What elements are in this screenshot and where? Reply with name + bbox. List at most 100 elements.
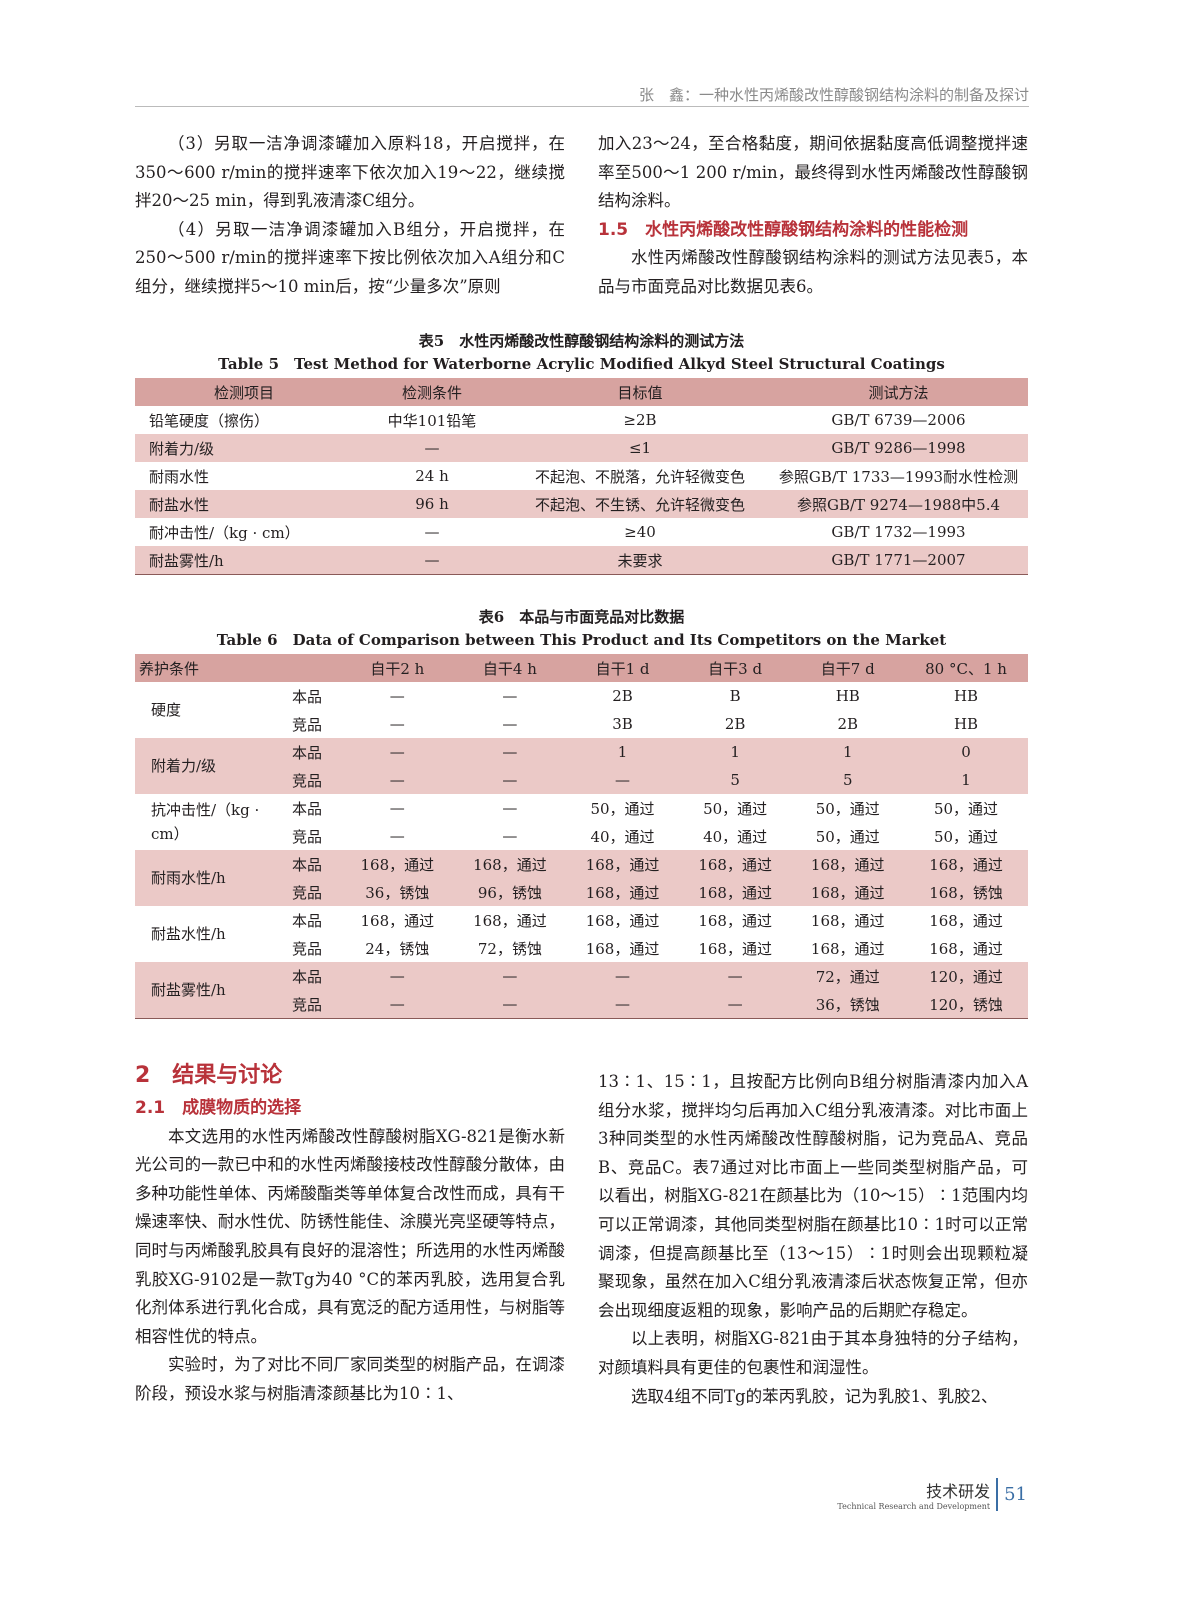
table-cell: GB/T 6739—2006 — [831, 411, 966, 429]
table-cell: 96，锈蚀 — [453, 878, 567, 906]
paragraph: 13∶1、15∶1，且按配方比例向B组分树脂清漆内加入A组分水浆，搅拌均匀后再加… — [598, 1072, 1028, 1320]
table-cell: 耐冲击性/（kg · cm） — [149, 523, 300, 542]
table-cell: — — [341, 962, 454, 990]
table-cell: B — [729, 687, 741, 705]
section-heading-1-5: 1.5 水性丙烯酸改性醇酸钢结构涂料的性能检测 — [598, 219, 969, 240]
paragraph: （3）另取一洁净调漆罐加入原料18，开启搅拌，在350～600 r/min的搅拌… — [135, 134, 565, 211]
table-cell: 0 — [904, 738, 1028, 766]
table-cell: GB/T 9286—1998 — [769, 434, 1028, 462]
table-cell: 168，通过 — [341, 850, 454, 878]
table-cell: 2B — [612, 687, 633, 705]
table-cell: 24，锈蚀 — [365, 939, 430, 958]
table5-caption-cn: 表5 水性丙烯酸改性醇酸钢结构涂料的测试方法 — [418, 332, 745, 350]
table-cell: 未要求 — [511, 546, 769, 575]
table-row: 抗冲击性/（kg · cm） 本品 — — 50，通过 50，通过 50，通过 50，通过 — [135, 794, 1028, 843]
group-label: 附着力/级 — [135, 738, 273, 794]
table-cell: 168，通过 — [929, 939, 1003, 958]
table5-caption-en: Table 5 Test Method for Waterborne Acryl… — [218, 355, 945, 373]
paragraph: 水性丙烯酸改性醇酸钢结构涂料的测试方法见表5，本品与市面竞品对比数据见表6。 — [598, 248, 1028, 296]
paragraph: 加入23～24，至合格黏度，期间依据黏度高低调整搅拌速率至500～1 200 r… — [598, 134, 1028, 211]
table-header-cell — [273, 654, 341, 682]
table-cell: HB — [835, 687, 860, 705]
table-cell: 120，锈蚀 — [904, 990, 1028, 1019]
table-cell: 168，通过 — [360, 911, 435, 930]
page-number: 51 — [1004, 1484, 1027, 1505]
table-cell: — — [502, 687, 518, 705]
left-column-top: （3）另取一洁净调漆罐加入原料18，开启搅拌，在350～600 r/min的搅拌… — [135, 130, 565, 302]
table-cell: — — [566, 990, 679, 1019]
table-cell: — — [341, 990, 454, 1019]
table-cell: GB/T 1771—2007 — [769, 546, 1028, 575]
table-cell: — — [424, 523, 440, 541]
table-cell: 168，通过 — [929, 911, 1003, 930]
group-label: 耐盐雾性/h — [135, 962, 273, 1019]
paragraph: 选取4组不同Tg的苯丙乳胶，记为乳胶1、乳胶2、 — [631, 1386, 998, 1406]
table-cell: 1 — [678, 738, 792, 766]
table-cell: 40，通过 — [590, 827, 655, 846]
table-row: 竞品 — — — —36，锈蚀 120，锈蚀 — [135, 990, 1028, 1019]
table-header-cell: 自干3 d — [678, 654, 792, 682]
table-cell: 不起泡、不脱落，允许轻微变色 — [534, 467, 745, 486]
section-heading-2: 2 结果与讨论 — [135, 1063, 283, 1088]
table-cell: 168，通过 — [810, 939, 885, 958]
table-cell: 本品 — [291, 687, 322, 706]
table-cell: 耐雨水性 — [149, 467, 210, 486]
table-row: 耐盐水性/h 本品 168，通过 168，通过 168，通过 168，通过 168，通过 16… — [135, 906, 1028, 944]
table-cell: 2B — [724, 715, 746, 733]
table-cell: 2B — [837, 715, 859, 733]
table-cell: 24 h — [415, 467, 449, 485]
table-cell: HB — [953, 687, 979, 705]
running-header: 张 鑫：一种水性丙烯酸改性醇酸钢结构涂料的制备及探讨 — [135, 84, 1029, 107]
table-cell: 耐盐雾性/h — [135, 546, 353, 575]
table-cell: 不起泡、不生锈、允许轻微变色 — [511, 490, 769, 518]
table-cell: — — [341, 766, 454, 794]
table-cell: 竞品 — [273, 878, 341, 906]
table-row: 耐盐雾性/h 本品 — — — —72，通过 120，通过 — [135, 962, 1028, 1019]
table-cell: 3B — [612, 715, 633, 733]
table-cell: 铅笔硬度（擦伤） — [149, 411, 270, 430]
table-row: 耐雨水性 24 h 不起泡、不脱落，允许轻微变色 参照GB/T 1733—1993耐水… — [135, 462, 1028, 490]
table-header-cell: 养护条件 — [135, 654, 273, 682]
table-cell: 1 — [566, 738, 679, 766]
table-cell: — — [502, 715, 518, 733]
table-cell: 参照GB/T 9274—1988中5.4 — [769, 490, 1028, 518]
table-row: 竞品 36，锈蚀 96，锈蚀 168，通过 168，通过 168，通过 168，锈蚀 — [135, 878, 1028, 906]
group-label: 硬度 — [151, 701, 182, 719]
table-cell: 附着力/级 — [135, 434, 353, 462]
table-cell: 50，通过 — [815, 799, 880, 818]
section-heading-2-1: 2.1 成膜物质的选择 — [135, 1098, 302, 1118]
table-row: 硬度 本品 — — 2B B HB HB — [135, 682, 1028, 719]
table-cell: — — [678, 990, 792, 1019]
table-cell: 竞品 — [273, 766, 341, 794]
paragraph: 以上表明，树脂XG-821由于其本身独特的分子结构，对颜填料具有更佳的包裹性和润… — [598, 1329, 1028, 1377]
table-row: 耐盐水性 96 h 不起泡、不生锈、允许轻微变色 参照GB/T 9274—1988中5… — [135, 490, 1028, 518]
table-cell: 168，通过 — [585, 939, 660, 958]
table-cell: — — [389, 687, 405, 705]
right-column-bottom: 13∶1、15∶1，且按配方比例向B组分树脂清漆内加入A组分水浆，搅拌均匀后再加… — [598, 1068, 1028, 1411]
table-cell: 50，通过 — [933, 827, 999, 846]
table-cell: 96 h — [353, 490, 511, 518]
table-cell: 本品 — [273, 850, 341, 878]
table-cell: 168，通过 — [678, 850, 792, 878]
table-header-cell: 目标值 — [511, 378, 769, 406]
table-header-cell: 检测条件 — [353, 378, 511, 406]
table-cell: 168，通过 — [791, 878, 905, 906]
table-cell: 168，通过 — [791, 850, 905, 878]
table-cell: 120，通过 — [904, 962, 1028, 990]
table-cell: — — [353, 434, 511, 462]
table-cell: 本品 — [291, 911, 322, 930]
table-row: 耐盐雾性/h — 未要求 GB/T 1771—2007 — [135, 546, 1028, 575]
table-cell: — — [353, 546, 511, 575]
table-cell: 竞品 — [291, 827, 322, 846]
table6-caption-cn: 表6 本品与市面竞品对比数据 — [478, 608, 685, 626]
paragraph: 本文选用的水性丙烯酸改性醇酸树脂XG-821是衡水新光公司的一款已中和的水性丙烯… — [135, 1126, 565, 1346]
table-cell: — — [502, 827, 518, 845]
table-cell: — — [389, 715, 405, 733]
table-cell: GB/T 1732—1993 — [831, 523, 966, 541]
table-cell: — — [502, 799, 518, 817]
table-header-cell: 80 °C、1 h — [904, 654, 1028, 682]
group-label: 抗冲击性/（kg · cm） — [151, 801, 260, 843]
table-cell: — — [678, 962, 792, 990]
table-cell: 竞品 — [273, 990, 341, 1019]
table-cell: ≥2B — [623, 411, 657, 429]
